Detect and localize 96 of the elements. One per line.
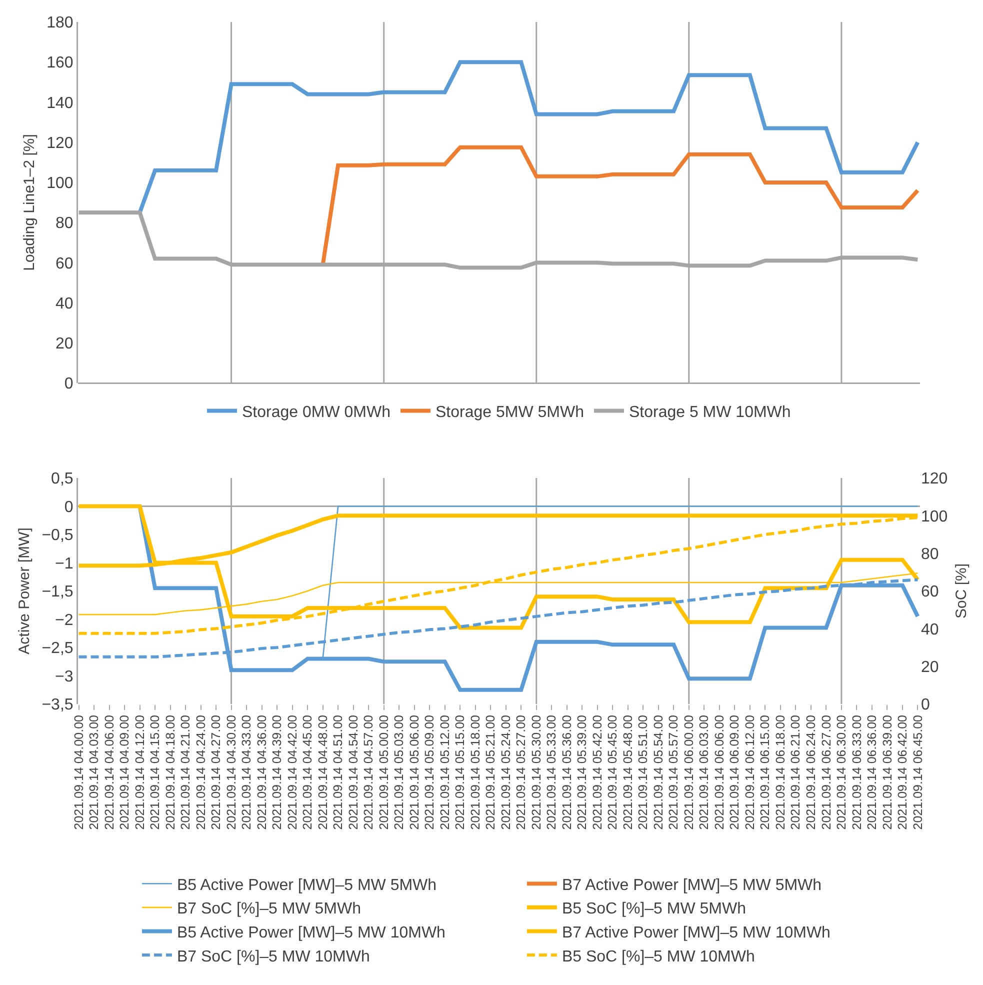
x-tick-label: 2021.09.14 05.18.00 <box>468 714 482 830</box>
legend-label: B7 SoC [%]–5 MW 10MWh <box>176 948 370 966</box>
y2-tick-label: 40 <box>921 621 939 638</box>
y-tick-label: 140 <box>46 94 74 112</box>
x-tick-label: 2021.09.14 05.15.00 <box>453 714 468 830</box>
x-tick-label: 2021.09.14 04.03.00 <box>87 714 102 830</box>
x-tick-label: 2021.09.14 06.27.00 <box>819 714 834 830</box>
x-tick-label: 2021.09.14 04.30.00 <box>224 714 238 830</box>
y-tick-label: 60 <box>56 255 74 272</box>
x-tick-label: 2021.09.14 04.06.00 <box>102 714 116 830</box>
x-tick-label: 2021.09.14 06.39.00 <box>880 714 894 830</box>
x-tick-label: 2021.09.14 05.45.00 <box>606 714 620 830</box>
x-tick-label: 2021.09.14 06.24.00 <box>804 714 818 830</box>
legend-label: Storage 0MW 0MWh <box>242 404 390 421</box>
y2-tick-label: 100 <box>921 508 948 526</box>
y-tick-label: 20 <box>56 335 74 352</box>
x-tick-label: 2021.09.14 04.42.00 <box>285 714 300 830</box>
x-tick-label: 2021.09.14 06.03.00 <box>697 714 712 830</box>
x-tick-label: 2021.09.14 05.00.00 <box>376 714 391 830</box>
y-tick-label: 180 <box>46 14 74 32</box>
x-tick-label: 2021.09.14 05.48.00 <box>620 714 635 830</box>
x-tick-label: 2021.09.14 06.00.00 <box>682 714 696 830</box>
x-tick-label: 2021.09.14 04.24.00 <box>194 714 208 830</box>
x-tick-label: 2021.09.14 05.54.00 <box>651 714 666 830</box>
x-tick-label: 2021.09.14 05.12.00 <box>438 714 452 830</box>
x-tick-label: 2021.09.14 05.06.00 <box>407 714 422 830</box>
x-tick-label: 2021.09.14 06.36.00 <box>865 714 880 830</box>
y-tick-label: 120 <box>46 134 74 152</box>
x-tick-label: 2021.09.14 06.15.00 <box>758 714 772 830</box>
x-tick-label: 2021.09.14 04.33.00 <box>240 714 254 830</box>
legend-label: B7 SoC [%]–5 MW 5MWh <box>176 900 361 918</box>
x-tick-label: 2021.09.14 04.09.00 <box>118 714 132 830</box>
y2-axis-title: SoC [%] <box>952 563 970 619</box>
y-tick-label: −1,5 <box>42 584 74 601</box>
y-tick-label: 0 <box>64 498 74 516</box>
y-tick-label: 100 <box>46 175 74 192</box>
legend-label: B7 Active Power [MW]–5 MW 5MWh <box>562 876 822 894</box>
x-tick-label: 2021.09.14 04.15.00 <box>148 714 162 830</box>
x-tick-label: 2021.09.14 06.06.00 <box>712 714 726 830</box>
x-tick-label: 2021.09.14 05.24.00 <box>498 714 513 830</box>
x-tick-label: 2021.09.14 05.03.00 <box>392 714 406 830</box>
x-tick-label: 2021.09.14 04.45.00 <box>300 714 315 830</box>
x-tick-label: 2021.09.14 04.21.00 <box>178 714 193 830</box>
x-tick-label: 2021.09.14 04.36.00 <box>254 714 269 830</box>
legend-label: B7 Active Power [MW]–5 MW 10MWh <box>562 924 830 942</box>
x-tick-label: 2021.09.14 05.09.00 <box>422 714 437 830</box>
y-tick-label: −3 <box>55 668 74 686</box>
y2-tick-label: 20 <box>921 658 939 676</box>
x-tick-label: 2021.09.14 05.33.00 <box>544 714 559 830</box>
legend-label: B5 SoC [%]–5 MW 5MWh <box>562 900 746 918</box>
legend-label: B5 Active Power [MW]–5 MW 10MWh <box>176 924 446 942</box>
x-tick-label: 2021.09.14 06.18.00 <box>773 714 788 830</box>
legend-label: B5 Active Power [MW]–5 MW 5MWh <box>176 876 437 894</box>
y2-tick-label: 120 <box>921 470 948 488</box>
x-tick-label: 2021.09.14 06.12.00 <box>742 714 757 830</box>
y-tick-label: 0 <box>64 376 74 393</box>
x-tick-label: 2021.09.14 06.21.00 <box>788 714 803 830</box>
x-tick-label: 2021.09.14 05.57.00 <box>666 714 681 830</box>
x-tick-label: 2021.09.14 05.30.00 <box>529 714 544 830</box>
y-tick-label: 40 <box>56 295 74 312</box>
x-tick-label: 2021.09.14 05.51.00 <box>636 714 650 830</box>
legend-label: Storage 5 MW 10MWh <box>628 404 791 421</box>
legend-label: B5 SoC [%]–5 MW 10MWh <box>562 948 755 966</box>
y-axis-title: Active Power [MW] <box>16 528 34 654</box>
x-tick-label: 2021.09.14 06.30.00 <box>834 714 849 830</box>
x-tick-label: 2021.09.14 04.57.00 <box>362 714 376 830</box>
y-tick-label: −1 <box>55 555 74 572</box>
y-tick-label: −2,5 <box>42 640 74 658</box>
x-tick-label: 2021.09.14 06.45.00 <box>910 714 925 830</box>
y-tick-label: −3,5 <box>42 696 74 714</box>
y2-tick-label: 0 <box>921 696 930 714</box>
x-tick-label: 2021.09.14 04.51.00 <box>331 714 346 830</box>
x-tick-label: 2021.09.14 05.21.00 <box>484 714 498 830</box>
x-tick-label: 2021.09.14 06.42.00 <box>896 714 910 830</box>
y-tick-label: 160 <box>46 54 74 72</box>
x-tick-label: 2021.09.14 04.54.00 <box>346 714 360 830</box>
y2-tick-label: 80 <box>921 546 939 563</box>
x-tick-label: 2021.09.14 05.39.00 <box>575 714 590 830</box>
legend-label: Storage 5MW 5MWh <box>435 404 584 421</box>
x-tick-label: 2021.09.14 05.36.00 <box>560 714 574 830</box>
y-tick-label: −0,5 <box>42 527 74 544</box>
y-tick-label: 80 <box>56 215 74 232</box>
x-tick-label: 2021.09.14 05.27.00 <box>514 714 528 830</box>
x-tick-label: 2021.09.14 06.33.00 <box>850 714 864 830</box>
y2-tick-label: 60 <box>921 584 939 601</box>
x-tick-label: 2021.09.14 04.12.00 <box>132 714 147 830</box>
x-tick-label: 2021.09.14 04.39.00 <box>270 714 284 830</box>
y-tick-label: 0,5 <box>51 470 74 488</box>
x-tick-label: 2021.09.14 04.48.00 <box>316 714 330 830</box>
x-tick-label: 2021.09.14 04.27.00 <box>209 714 224 830</box>
y-tick-label: −2 <box>55 612 74 629</box>
x-tick-label: 2021.09.14 04.00.00 <box>72 714 86 830</box>
x-tick-label: 2021.09.14 05.42.00 <box>590 714 604 830</box>
x-tick-label: 2021.09.14 04.18.00 <box>163 714 178 830</box>
x-tick-label: 2021.09.14 06.09.00 <box>728 714 742 830</box>
y-axis-title: Loading Line1–2 [%] <box>21 134 38 271</box>
